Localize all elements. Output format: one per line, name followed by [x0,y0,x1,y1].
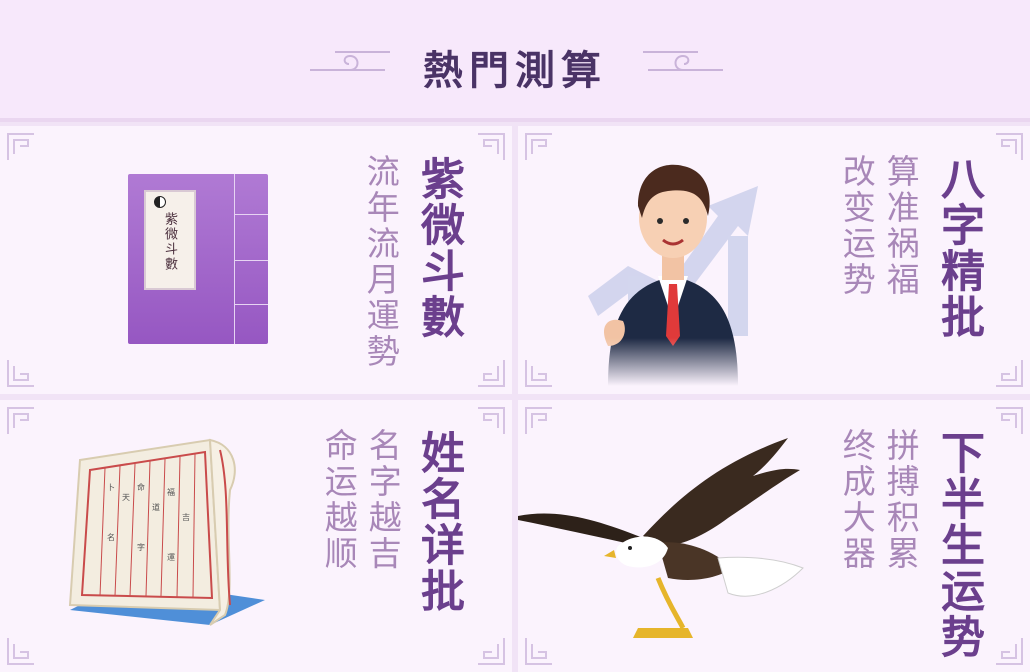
card-name-analysis[interactable]: 卜天命 道福吉 名字運 姓名详批 名字越吉 命运越顺 [0,400,512,672]
corner-ornament-icon [7,133,34,160]
card-title: 姓名详批 [413,430,464,614]
card-title: 八字精批 [933,156,984,340]
corner-ornament-icon [7,638,34,665]
card-bazi[interactable]: 八字精批 算准祸福 改变运势 [518,126,1030,394]
svg-text:名: 名 [107,532,115,542]
svg-text:運: 運 [167,553,175,562]
corner-ornament-icon [478,638,505,665]
cloud-ornament-icon [643,51,723,71]
svg-text:道: 道 [152,502,160,512]
card-subtitle: 名字越吉 [363,428,403,572]
header-banner: 熱門測算 [0,0,1030,122]
corner-ornament-icon [996,407,1023,434]
card-subtitle: 改变运势 [837,154,877,298]
corner-ornament-icon [525,638,552,665]
corner-ornament-icon [7,360,34,387]
card-ziwei[interactable]: 紫微斗數 紫微斗數 流年流月運勢 [0,126,512,394]
page-title: 熱門測算 [423,47,607,94]
corner-ornament-icon [525,133,552,160]
card-subtitle: 流年流月運勢 [361,154,401,370]
corner-ornament-icon [525,360,552,387]
card-title: 下半生运势 [933,430,984,660]
card-later-life-fortune[interactable]: 下半生运势 拼搏积累 终成大器 [518,400,1030,672]
card-subtitle: 终成大器 [837,428,877,572]
card-title: 紫微斗數 [413,156,464,340]
svg-text:天: 天 [122,493,130,502]
book-label: 紫微斗數 [162,212,177,272]
eagle-illustration [518,438,804,638]
svg-text:吉: 吉 [182,513,190,522]
card-subtitle: 命运越顺 [319,428,359,572]
corner-ornament-icon [478,407,505,434]
corner-ornament-icon [7,407,34,434]
svg-text:卜: 卜 [107,483,115,492]
ziwei-book-illustration: 紫微斗數 [128,174,268,346]
corner-ornament-icon [996,638,1023,665]
corner-ornament-icon [996,360,1023,387]
card-subtitle: 算准祸福 [881,154,921,298]
corner-ornament-icon [996,133,1023,160]
scroll-book-illustration: 卜天命 道福吉 名字運 [68,438,265,626]
cloud-ornament-icon [310,51,390,71]
businessman-illustration [568,146,778,386]
yin-yang-icon [154,196,166,208]
corner-ornament-icon [478,133,505,160]
card-subtitle: 拼搏积累 [881,428,921,572]
svg-text:命: 命 [137,482,145,492]
corner-ornament-icon [525,407,552,434]
svg-text:福: 福 [167,488,175,497]
svg-text:字: 字 [137,542,145,552]
corner-ornament-icon [478,360,505,387]
